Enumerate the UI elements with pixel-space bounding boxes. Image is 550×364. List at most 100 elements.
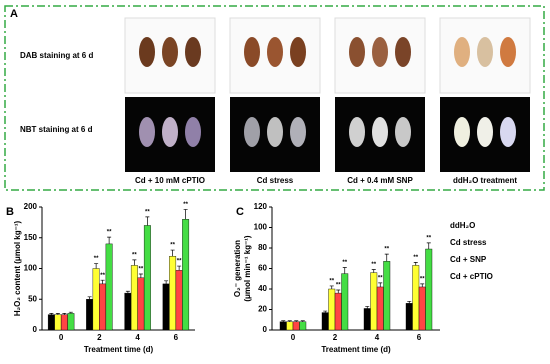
error-bar xyxy=(107,236,112,244)
y-tick-label: 120 xyxy=(254,202,268,211)
significance: ** xyxy=(94,256,99,262)
y-tick-label: 20 xyxy=(258,305,267,314)
panel-a-border xyxy=(4,5,545,191)
seed xyxy=(454,37,470,67)
seed xyxy=(139,117,155,147)
bar xyxy=(162,283,170,331)
y-tick-label: 40 xyxy=(258,284,267,293)
error-bar xyxy=(132,259,137,266)
significance: ** xyxy=(342,260,347,266)
seed xyxy=(349,117,365,147)
seed xyxy=(290,37,306,67)
seed xyxy=(244,117,260,147)
bar xyxy=(383,261,391,331)
significance: ** xyxy=(183,202,188,208)
bar xyxy=(60,314,68,331)
seed xyxy=(185,117,201,147)
y-tick-label: 80 xyxy=(258,243,267,252)
error-bar xyxy=(420,283,425,287)
bar xyxy=(418,286,426,331)
seed xyxy=(500,37,516,67)
panel-label: A xyxy=(10,8,18,20)
bar xyxy=(334,292,342,331)
x-axis-label: Treatment time (d) xyxy=(84,345,154,354)
bar xyxy=(99,283,107,331)
bar xyxy=(105,243,113,331)
seed xyxy=(162,37,178,67)
error-bar xyxy=(94,263,99,269)
seed xyxy=(244,37,260,67)
row-label: NBT staining at 6 d xyxy=(20,125,93,134)
bar xyxy=(341,273,349,331)
x-tick-label: 6 xyxy=(174,333,179,342)
y-tick-label: 0 xyxy=(33,325,38,334)
panel-label: B xyxy=(6,206,14,218)
error-bar xyxy=(336,289,341,294)
x-tick-label: 6 xyxy=(417,333,422,342)
error-bar xyxy=(413,262,418,266)
error-bar xyxy=(329,285,334,289)
seed xyxy=(477,37,493,67)
significance: ** xyxy=(420,276,425,282)
error-bar xyxy=(294,320,299,322)
seed xyxy=(454,117,470,147)
error-bar xyxy=(342,267,347,274)
error-bar xyxy=(138,273,143,278)
bar xyxy=(137,277,145,331)
significance: ** xyxy=(371,262,376,268)
significance: ** xyxy=(413,255,418,261)
caption: Cd stress xyxy=(257,176,294,185)
bar xyxy=(175,270,183,331)
bar xyxy=(92,268,100,331)
x-tick-label: 2 xyxy=(333,333,338,342)
error-bar xyxy=(378,282,383,287)
seed xyxy=(267,37,283,67)
error-bar xyxy=(365,306,370,309)
seed xyxy=(395,37,411,67)
x-tick-label: 2 xyxy=(97,333,102,342)
error-bar xyxy=(125,290,130,294)
row-label: DAB staining at 6 d xyxy=(20,51,93,60)
significance: ** xyxy=(336,283,341,289)
bar xyxy=(292,321,300,331)
error-bar xyxy=(287,320,292,322)
error-bar xyxy=(49,313,54,315)
error-bar xyxy=(323,310,328,313)
y-axis-label: H₂O₂ content (μmol kg⁻¹) xyxy=(13,221,22,317)
bar xyxy=(321,312,329,331)
error-bar xyxy=(87,296,92,300)
y-tick-label: 150 xyxy=(24,233,38,242)
bar xyxy=(299,321,307,331)
bar xyxy=(328,288,336,331)
error-bar xyxy=(100,279,105,284)
seed xyxy=(267,117,283,147)
legend-label: Cd + SNP xyxy=(450,255,487,264)
x-tick-label: 0 xyxy=(291,333,296,342)
x-tick-label: 4 xyxy=(135,333,140,342)
bar xyxy=(412,265,420,331)
y-tick-label: 0 xyxy=(263,325,268,334)
bar xyxy=(182,219,190,331)
bar xyxy=(67,313,75,331)
seed xyxy=(290,117,306,147)
panel-label: C xyxy=(236,206,244,218)
error-bar xyxy=(281,320,286,322)
y-tick-label: 100 xyxy=(24,264,38,273)
significance: ** xyxy=(384,247,389,253)
y-tick-label: 50 xyxy=(28,294,37,303)
error-bar xyxy=(145,216,150,226)
seed xyxy=(185,37,201,67)
significance: ** xyxy=(139,267,144,273)
seed xyxy=(500,117,516,147)
seed xyxy=(349,37,365,67)
error-bar xyxy=(68,311,73,314)
bar xyxy=(286,321,294,331)
x-tick-label: 0 xyxy=(59,333,64,342)
bar xyxy=(279,321,287,331)
bar xyxy=(124,292,132,331)
bar xyxy=(405,303,413,331)
seed xyxy=(139,37,155,67)
caption: Cd + 0.4 mM SNP xyxy=(347,176,413,185)
caption: ddH₂O treatment xyxy=(453,176,517,185)
significance: ** xyxy=(426,235,431,241)
